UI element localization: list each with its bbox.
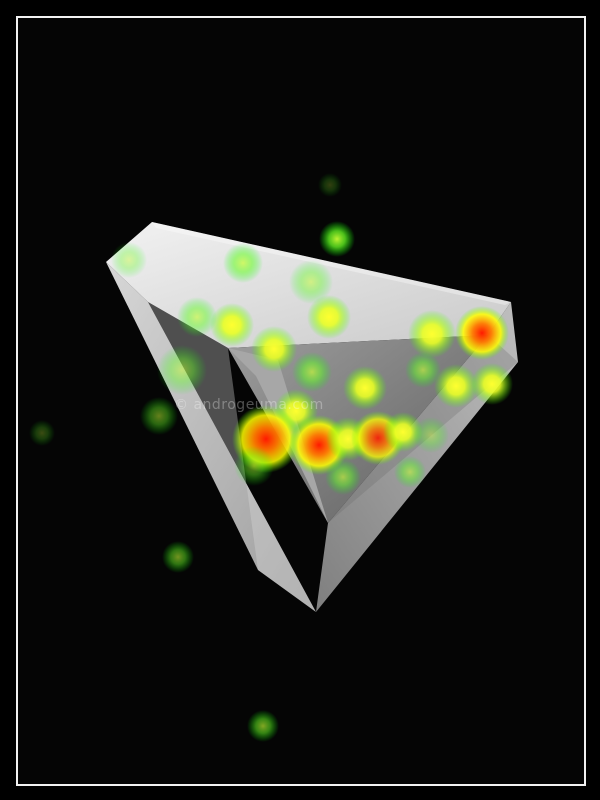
photo-scene xyxy=(18,18,584,784)
heatmap-overlay xyxy=(29,173,513,742)
photo-frame: © androgeuma.com xyxy=(16,16,586,786)
